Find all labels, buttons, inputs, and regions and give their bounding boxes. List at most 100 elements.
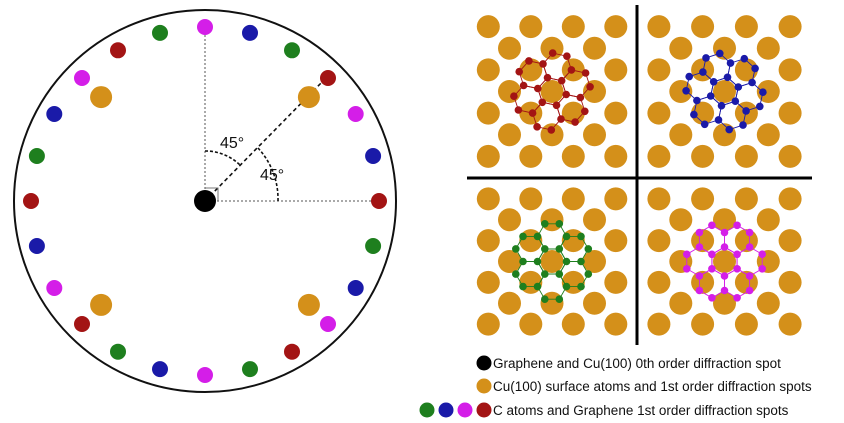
graphene-spot-green [242, 361, 258, 378]
graphene-spot-blue [46, 106, 63, 122]
pattern-boundary-circle [13, 9, 397, 393]
carbon-atom [519, 232, 527, 241]
cu-atom [519, 312, 543, 336]
cu-atom [691, 101, 715, 125]
legend-text-zeroth-order: Graphene and Cu(100) 0th order diffracti… [493, 356, 781, 371]
carbon-atom [695, 228, 704, 237]
cu-atom [476, 312, 500, 336]
cu-atom [540, 250, 564, 273]
cu-atom [778, 270, 802, 294]
cu-atom [713, 208, 736, 232]
carbon-atom [541, 295, 549, 304]
cu-first-order-spot [90, 86, 113, 109]
legend-row-cu-atoms: Cu(100) surface atoms and 1st order diff… [476, 378, 812, 394]
cu-atom [647, 15, 671, 39]
cu-atom [734, 312, 758, 336]
cu-atom [476, 15, 500, 39]
cu-atom [604, 270, 628, 294]
cu-atom [498, 208, 521, 232]
carbon-atom [525, 57, 533, 65]
cu-atom [669, 80, 693, 103]
cu-atom [476, 187, 500, 211]
cu-atom [604, 229, 628, 253]
cu-atom [647, 229, 671, 253]
cu-atom [691, 187, 715, 211]
graphene-spot-red [320, 70, 336, 86]
carbon-atom [733, 294, 741, 302]
carbon-atom [533, 123, 541, 131]
graphene-spot-red [23, 193, 39, 209]
legend-swatch-green [419, 402, 435, 418]
cu-atom [756, 123, 780, 147]
cu-atom [583, 291, 606, 315]
carbon-atom [514, 106, 523, 114]
cu-atom [540, 291, 564, 315]
graphene-spot-red [110, 42, 126, 59]
diffraction-pattern: 45° 45° [13, 9, 397, 393]
carbon-atom [519, 282, 527, 291]
cu-atom [519, 270, 543, 294]
carbon-atom [708, 221, 716, 230]
cu-atom [561, 229, 585, 253]
carbon-atom [733, 221, 741, 230]
cu-atom [498, 80, 521, 103]
carbon-atom [512, 245, 520, 253]
cu-atom [498, 250, 521, 273]
cu-atom [583, 80, 606, 103]
cu-atom [778, 187, 802, 211]
carbon-atom [571, 118, 579, 126]
cu-atom [604, 312, 628, 336]
cu-atom [778, 101, 802, 125]
carbon-atom [756, 102, 764, 111]
graphene-spot-red [284, 343, 300, 360]
cu-atom [476, 58, 500, 82]
cu-first-order-spot [297, 293, 320, 316]
cu-first-order-spots [90, 86, 320, 316]
cu-atom [561, 101, 585, 125]
carbon-atom [683, 265, 691, 273]
cu-atom [604, 58, 628, 82]
cu-atom [583, 123, 606, 147]
legend-swatch-blue [438, 402, 454, 418]
legend-text-carbon-atoms: C atoms and Graphene 1st order diffracti… [493, 403, 789, 418]
graphene-spot-magenta [197, 19, 213, 35]
cu-atom [756, 208, 780, 232]
graphene-ring-spots [23, 19, 387, 383]
lattice-panels [467, 5, 812, 345]
cu-atom [647, 270, 671, 294]
cu-atom [647, 312, 671, 336]
cu-atom [734, 15, 758, 39]
cu-atom [734, 187, 758, 211]
carbon-atom [695, 286, 704, 295]
carbon-atom [739, 121, 747, 129]
cu-atom [540, 80, 564, 103]
graphene-spot-red [74, 316, 90, 332]
carbon-atom [745, 286, 754, 295]
carbon-atom [548, 49, 557, 57]
cu-atom [691, 144, 715, 168]
cu-atom [540, 208, 564, 232]
cu-atom [647, 187, 671, 211]
graphene-spot-magenta [46, 280, 63, 296]
cu-atom [519, 229, 543, 253]
angle-label-upper: 45° [220, 135, 244, 152]
cu-atom [583, 250, 606, 273]
carbon-atom [759, 88, 767, 96]
graphene-spot-blue [365, 148, 382, 164]
cu-atom [561, 312, 585, 336]
cu-atom [583, 208, 606, 232]
red-panel [476, 15, 628, 168]
graphene-spot-blue [242, 24, 258, 41]
carbon-atom [702, 54, 710, 62]
graphene-spot-magenta [347, 106, 364, 122]
cu-atom [756, 291, 780, 315]
graphene-spot-magenta [197, 367, 213, 383]
cu-atom [778, 15, 802, 39]
legend-text-cu-atoms: Cu(100) surface atoms and 1st order diff… [493, 379, 812, 394]
legend-swatch-black [476, 355, 492, 371]
cu-atom [669, 291, 693, 315]
cu-atom [734, 144, 758, 168]
carbon-atom [515, 67, 523, 76]
legend-swatch-cu [476, 378, 492, 394]
cu-atom [669, 123, 693, 147]
